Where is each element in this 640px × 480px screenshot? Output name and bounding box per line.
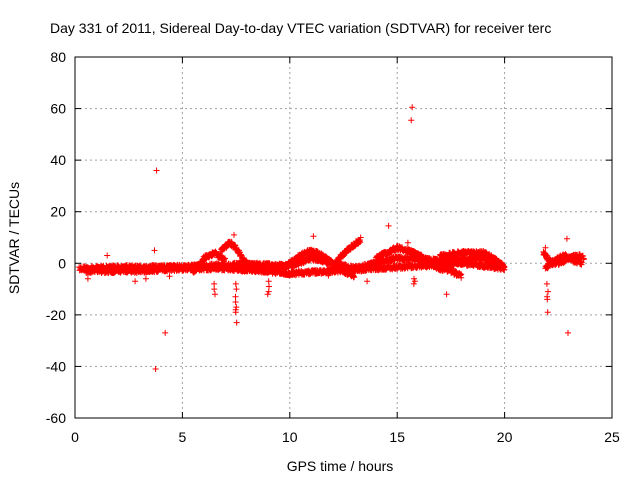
y-axis-title: SDTVAR / TECUs xyxy=(6,182,22,294)
x-tick-label: 15 xyxy=(389,429,405,445)
y-tick-label: -40 xyxy=(46,358,66,374)
x-tick-label: 10 xyxy=(282,429,298,445)
data-series xyxy=(76,104,587,372)
y-tick-label: 60 xyxy=(50,101,66,117)
y-tick-label: -20 xyxy=(46,307,66,323)
y-tick-label: -60 xyxy=(46,410,66,426)
chart-title: Day 331 of 2011, Sidereal Day-to-day VTE… xyxy=(50,20,551,36)
x-tick-label: 0 xyxy=(71,429,79,445)
x-tick-label: 5 xyxy=(179,429,187,445)
grid xyxy=(75,57,612,418)
x-tick-label: 20 xyxy=(497,429,513,445)
y-tick-label: 80 xyxy=(50,49,66,65)
y-tick-label: 40 xyxy=(50,152,66,168)
x-tick-label: 25 xyxy=(604,429,620,445)
y-tick-label: 0 xyxy=(58,255,66,271)
x-axis-title: GPS time / hours xyxy=(287,458,394,474)
y-tick-label: 20 xyxy=(50,204,66,220)
